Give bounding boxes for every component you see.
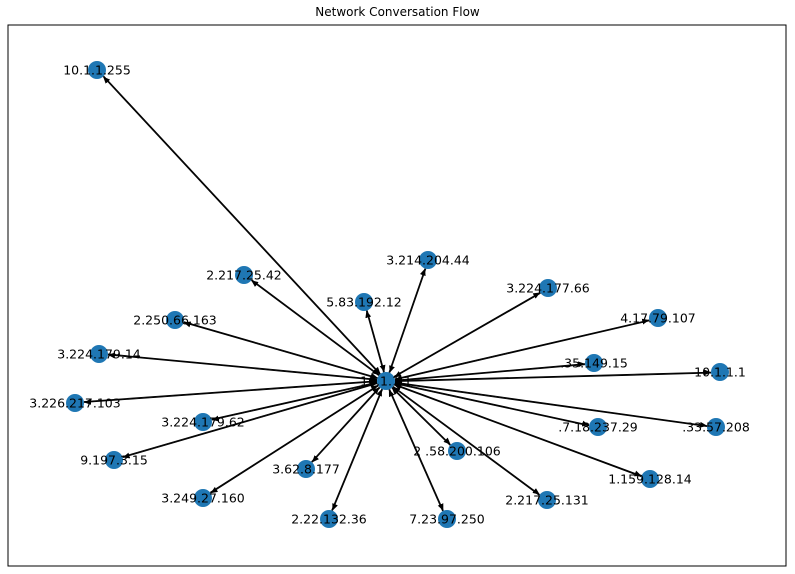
edge-n6-to-hub (183, 321, 378, 379)
node-n9 (585, 354, 603, 372)
edge-n19-to-hub (209, 384, 379, 493)
edge-n10-to-hub (395, 372, 712, 385)
node-n7 (649, 309, 667, 327)
edge-n20-to-hub (392, 386, 540, 496)
node-label-n16: 9.197.3.15 (80, 453, 148, 468)
node-label-n9: .35.149.15 (560, 356, 628, 371)
node-label-n19: 3.249.27.160 (161, 491, 245, 506)
node-label-n18: 1.159.128.14 (608, 472, 692, 487)
edge-hub-to-n16 (122, 383, 378, 459)
edge-hub-to-n12 (211, 382, 378, 422)
node-n20 (538, 491, 556, 509)
node-n10 (711, 363, 729, 381)
edge-hub-to-n5 (365, 310, 385, 373)
edge-n18-to-hub (393, 384, 642, 478)
edge-hub-to-n10 (394, 369, 712, 382)
edge-n14-to-hub (394, 381, 708, 428)
edge-n4-to-hub (393, 292, 541, 378)
node-label-n20: 2.217.25.131 (505, 493, 589, 508)
edge-n13-to-hub (394, 382, 590, 427)
edge-hub-to-n2 (388, 268, 426, 373)
node-n12 (194, 413, 212, 431)
edge-n11-to-hub (83, 378, 378, 403)
edge-n12-to-hub (211, 380, 378, 420)
node-n1 (88, 61, 106, 79)
node-label-n12: 3.224.179.62 (161, 415, 245, 430)
node-n21 (320, 510, 338, 528)
edge-hub-to-n20 (392, 385, 541, 496)
edges-layer (83, 75, 712, 512)
node-label-n10: 10.1.1.1 (694, 365, 746, 380)
node-label-n15: 2 .58.200.106 (413, 444, 501, 459)
node-n2 (419, 251, 437, 269)
edge-n7-to-hub (394, 320, 650, 382)
node-n13 (589, 418, 607, 436)
edge-hub-to-n11 (83, 381, 378, 405)
edge-n17-to-hub (311, 386, 380, 463)
chart-title: Network Conversation Flow (315, 5, 480, 19)
edge-hub-to-n8 (107, 352, 378, 381)
node-label-n6: 2.250.66.163 (133, 313, 217, 328)
edge-hub-to-n15 (392, 386, 451, 446)
edge-hub-to-n19 (210, 385, 379, 494)
node-label-n3: 2.217.25.42 (206, 268, 282, 283)
node-n5 (355, 293, 373, 311)
edge-n16-to-hub (122, 381, 378, 458)
edge-hub-to-n7 (394, 318, 650, 380)
node-label-n2: 3.214.204.44 (386, 253, 470, 268)
edge-hub-to-n18 (394, 383, 642, 477)
edge-n2-to-hub (389, 268, 427, 373)
edge-n21-to-hub (331, 388, 383, 511)
node-label-n11: 3.226.217.103 (29, 396, 120, 411)
nodes-layer (66, 61, 729, 528)
node-label-n21: 2.22.132.36 (291, 512, 367, 527)
node-n14 (707, 418, 725, 436)
node-label-n13: .7.18.237.29 (558, 420, 638, 435)
edge-hub-to-n22 (389, 389, 444, 511)
node-n18 (641, 470, 659, 488)
edge-n15-to-hub (391, 387, 451, 446)
edge-hub-to-n14 (394, 381, 708, 428)
node-n11 (66, 394, 84, 412)
node-label-n1: 10.1.1.255 (63, 63, 131, 78)
edge-hub-to-n6 (183, 321, 378, 379)
node-n15 (448, 442, 466, 460)
edge-hub-to-n1 (102, 76, 381, 375)
node-label-n22: 7.23.97.250 (409, 512, 485, 527)
node-label-n7: 4.17.79.107 (620, 311, 696, 326)
edge-n22-to-hub (388, 389, 444, 512)
labels-layer: 10.1.1.1 10.1.1.255 3.214.204.44 2.217.25.4… (29, 63, 750, 527)
node-label-n14: .33.57.208 (682, 420, 750, 435)
edge-n3-to-hub (251, 279, 380, 376)
node-n3 (235, 266, 253, 284)
node-n6 (166, 311, 184, 329)
edge-hub-to-n3 (250, 279, 380, 377)
node-n4 (539, 279, 557, 297)
edge-hub-to-n13 (394, 382, 590, 427)
edge-n8-to-hub (107, 353, 378, 382)
node-label-n17: 3.62.8.177 (272, 462, 340, 477)
edge-hub-to-n17 (311, 387, 381, 463)
edge-n9-to-hub (394, 364, 586, 384)
node-n19 (194, 489, 212, 507)
node-label-n5: 5.83.192.12 (326, 295, 402, 310)
node-n16 (105, 451, 123, 469)
node-n8 (90, 345, 108, 363)
node-label-n8: 3.224.179.14 (57, 347, 141, 362)
edge-n1-to-hub (103, 75, 381, 375)
edge-hub-to-n9 (394, 361, 586, 381)
plot-frame (7, 24, 787, 567)
edge-hub-to-n4 (393, 292, 541, 377)
edge-n5-to-hub (366, 310, 386, 373)
edge-hub-to-n21 (331, 389, 384, 511)
node-label-hub: 10.1.1.1 (360, 374, 412, 389)
node-hub (377, 372, 395, 390)
node-n22 (438, 510, 456, 528)
node-n17 (297, 460, 315, 478)
node-label-n4: 3.224.177.66 (506, 281, 590, 296)
